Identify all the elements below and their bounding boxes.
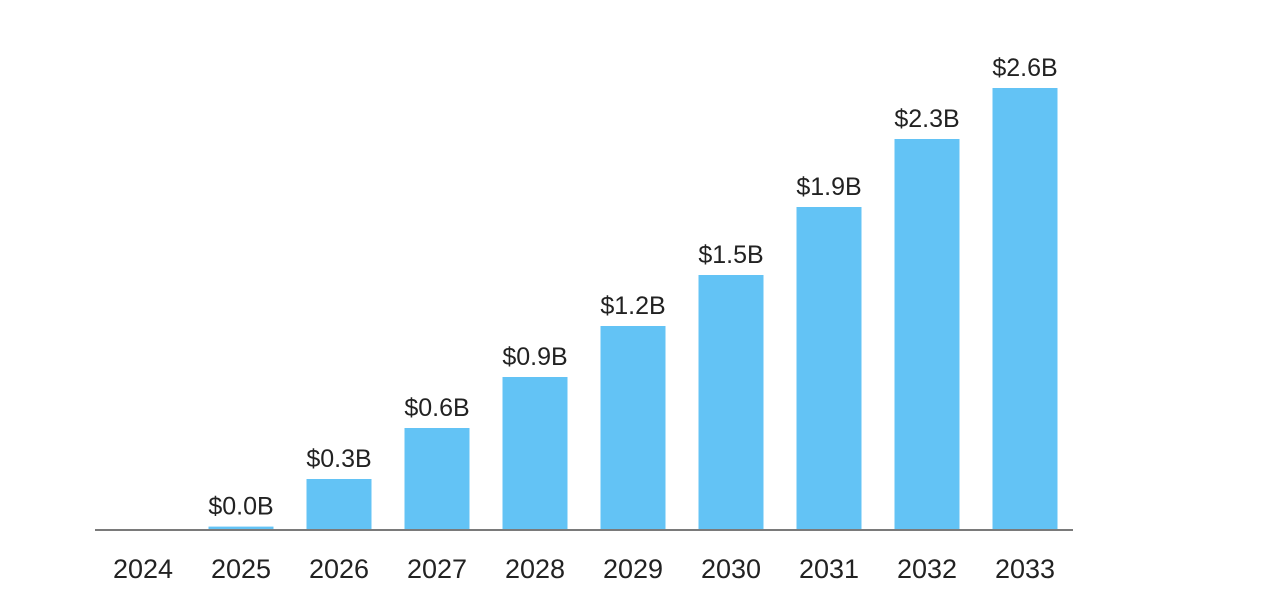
bar-2033 — [992, 88, 1058, 530]
data-label-2031: $1.9B — [796, 173, 861, 201]
data-label-2028: $0.9B — [502, 343, 567, 371]
x-tick-label-2032: 2032 — [897, 554, 957, 584]
data-labels-group: $0.0B $0.3B $0.6B $0.9B $1.2B $1.5B $1.9B $2.3B… — [208, 54, 1057, 521]
x-tick-label-2026: 2026 — [309, 554, 369, 584]
bar-2029 — [600, 326, 666, 530]
bars-group — [208, 88, 1058, 530]
bar-2025 — [208, 526, 274, 530]
data-label-2033: $2.6B — [992, 54, 1057, 82]
x-tick-label-2029: 2029 — [603, 554, 663, 584]
data-label-2027: $0.6B — [404, 394, 469, 422]
data-label-2025: $0.0B — [208, 493, 273, 521]
bar-2027 — [404, 428, 470, 530]
bar-2028 — [502, 377, 568, 530]
x-tick-label-2033: 2033 — [995, 554, 1055, 584]
data-label-2029: $1.2B — [600, 292, 665, 320]
x-tick-label-2028: 2028 — [505, 554, 565, 584]
bar-2032 — [894, 139, 960, 530]
x-tick-label-2030: 2030 — [701, 554, 761, 584]
bar-2026 — [306, 479, 372, 530]
x-tick-label-2025: 2025 — [211, 554, 271, 584]
x-tick-label-2031: 2031 — [799, 554, 859, 584]
x-tick-labels-group: 2024 2025 2026 2027 2028 2029 2030 2031 2032 2033 — [113, 554, 1055, 584]
bar-2031 — [796, 207, 862, 530]
x-tick-label-2027: 2027 — [407, 554, 467, 584]
data-label-2030: $1.5B — [698, 241, 763, 269]
data-label-2032: $2.3B — [894, 105, 959, 133]
data-label-2026: $0.3B — [306, 445, 371, 473]
x-tick-label-2024: 2024 — [113, 554, 173, 584]
bar-2030 — [698, 275, 764, 530]
